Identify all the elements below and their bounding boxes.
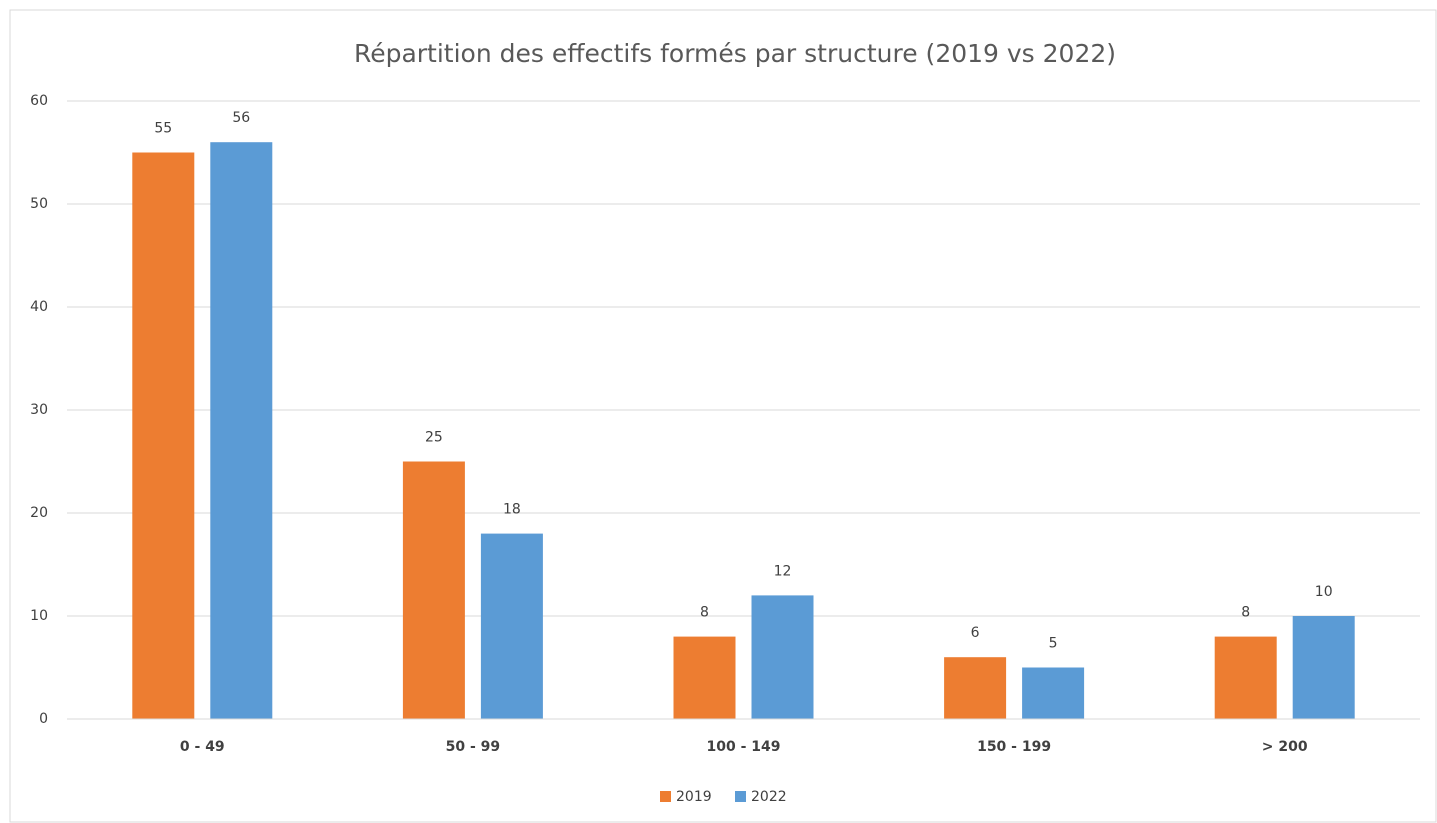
x-tick-label: > 200 [1262,739,1308,755]
data-label: 18 [503,502,521,518]
data-label: 12 [774,563,792,579]
chart-title: Répartition des effectifs formés par str… [354,39,1116,68]
x-tick-label: 100 - 149 [706,739,780,755]
y-tick-label: 0 [39,711,48,727]
bar [1292,616,1355,719]
data-label: 8 [1241,605,1250,621]
legend-swatch [735,791,746,802]
bar [132,152,195,719]
bar [1214,636,1277,719]
data-label: 5 [1049,636,1058,652]
x-tick-label: 50 - 99 [446,739,501,755]
legend-swatch [660,791,671,802]
bar [673,636,736,719]
x-tick-label: 0 - 49 [180,739,225,755]
bar [210,142,273,719]
bar [480,533,543,719]
bar [944,657,1007,719]
legend-label: 2019 [676,789,712,805]
y-tick-label: 50 [30,196,48,212]
y-tick-label: 40 [30,299,48,315]
data-label: 6 [971,625,980,641]
y-tick-label: 60 [30,93,48,109]
bar [751,595,814,719]
x-tick-label: 150 - 199 [977,739,1051,755]
data-label: 8 [700,605,709,621]
bar [402,461,465,719]
data-label: 25 [425,430,443,446]
y-tick-label: 10 [30,608,48,624]
data-label: 56 [232,110,250,126]
legend-label: 2022 [751,789,787,805]
data-label: 10 [1315,584,1333,600]
y-tick-label: 20 [30,505,48,521]
y-tick-label: 30 [30,402,48,418]
bar [1022,667,1085,719]
data-label: 55 [154,121,172,137]
